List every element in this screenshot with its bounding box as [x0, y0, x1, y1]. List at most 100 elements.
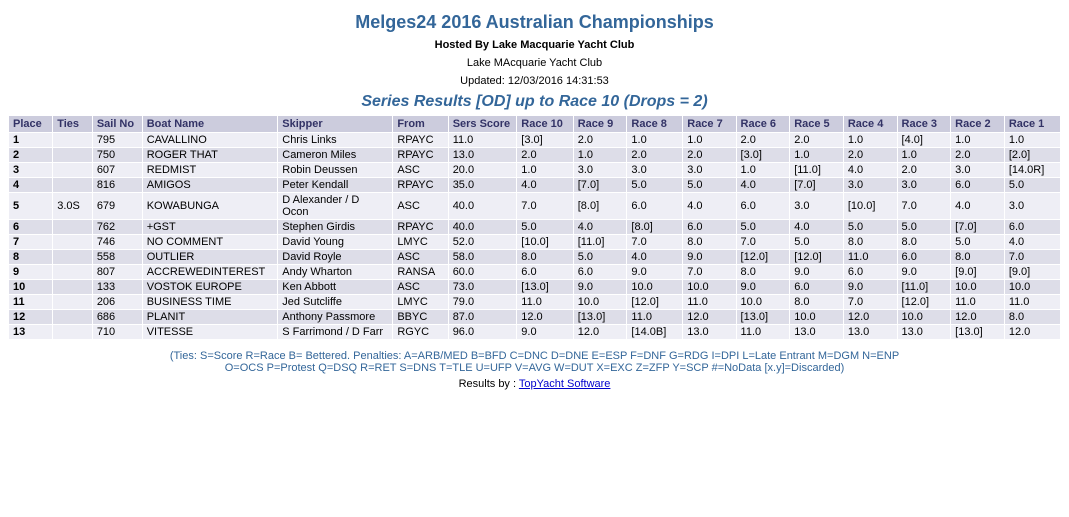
table-row: 53.0S679KOWABUNGAD Alexander / D OconASC…	[9, 193, 1061, 220]
table-cell: 10.0	[790, 310, 844, 325]
table-cell: [12.0]	[627, 295, 683, 310]
table-row: 10133VOSTOK EUROPEKen AbbottASC73.0[13.0…	[9, 280, 1061, 295]
table-cell: LMYC	[393, 235, 448, 250]
table-row: 12686PLANITAnthony PassmoreBBYC87.012.0[…	[9, 310, 1061, 325]
table-cell	[53, 280, 93, 295]
table-cell: 6.0	[843, 265, 897, 280]
table-cell: 6.0	[683, 220, 736, 235]
table-cell: 679	[92, 193, 142, 220]
table-cell: RPAYC	[393, 148, 448, 163]
table-cell: [10.0]	[843, 193, 897, 220]
table-cell: 5.0	[517, 220, 573, 235]
table-cell: [12.0]	[897, 295, 951, 310]
table-cell: 4.0	[627, 250, 683, 265]
table-cell: 4.0	[683, 193, 736, 220]
table-cell: 4	[9, 178, 53, 193]
table-cell: 10	[9, 280, 53, 295]
table-cell: 6.0	[627, 193, 683, 220]
table-cell: 79.0	[448, 295, 517, 310]
table-cell: 3.0	[1004, 193, 1060, 220]
table-cell: 8.0	[843, 235, 897, 250]
table-cell: OUTLIER	[142, 250, 278, 265]
table-cell: Andy Wharton	[278, 265, 393, 280]
table-cell: 1.0	[627, 133, 683, 148]
table-cell: [13.0]	[736, 310, 790, 325]
table-row: 4816AMIGOSPeter KendallRPAYC35.04.0[7.0]…	[9, 178, 1061, 193]
table-cell: 6.0	[951, 178, 1005, 193]
table-cell: [2.0]	[1004, 148, 1060, 163]
table-cell: 5.0	[683, 178, 736, 193]
table-cell: 10.0	[573, 295, 627, 310]
table-cell: 6.0	[897, 250, 951, 265]
column-header: Sail No	[92, 116, 142, 133]
table-cell: 11.0	[683, 295, 736, 310]
table-cell: 762	[92, 220, 142, 235]
column-header: Race 7	[683, 116, 736, 133]
table-cell: Ken Abbott	[278, 280, 393, 295]
table-cell: RPAYC	[393, 178, 448, 193]
table-cell: 5.0	[897, 220, 951, 235]
table-cell: 6.0	[573, 265, 627, 280]
table-cell: ROGER THAT	[142, 148, 278, 163]
table-cell: 8	[9, 250, 53, 265]
table-cell: [13.0]	[573, 310, 627, 325]
table-row: 9807ACCREWEDINTERESTAndy WhartonRANSA60.…	[9, 265, 1061, 280]
table-cell: 2.0	[843, 148, 897, 163]
table-cell: 9.0	[517, 325, 573, 340]
table-cell: 13.0	[843, 325, 897, 340]
table-cell: 2.0	[683, 148, 736, 163]
column-header: Race 4	[843, 116, 897, 133]
table-cell: 7.0	[843, 295, 897, 310]
table-cell: [7.0]	[790, 178, 844, 193]
table-cell: 9.0	[790, 265, 844, 280]
table-cell	[53, 310, 93, 325]
table-cell: 2.0	[790, 133, 844, 148]
table-cell	[53, 163, 93, 178]
table-cell: 6	[9, 220, 53, 235]
table-row: 13710VITESSES Farrimond / D FarrRGYC96.0…	[9, 325, 1061, 340]
table-cell: 1.0	[736, 163, 790, 178]
column-header: Boat Name	[142, 116, 278, 133]
table-cell: [3.0]	[517, 133, 573, 148]
table-cell: [7.0]	[951, 220, 1005, 235]
table-cell: Robin Deussen	[278, 163, 393, 178]
table-cell: 7.0	[683, 265, 736, 280]
table-cell: 13.0	[790, 325, 844, 340]
table-cell: 3	[9, 163, 53, 178]
table-cell: 4.0	[573, 220, 627, 235]
table-cell: [9.0]	[1004, 265, 1060, 280]
table-cell: ASC	[393, 280, 448, 295]
table-body: 1795CAVALLINOChris LinksRPAYC11.0[3.0]2.…	[9, 133, 1061, 340]
table-cell: RPAYC	[393, 220, 448, 235]
table-cell: 6.0	[1004, 220, 1060, 235]
table-cell: 2.0	[951, 148, 1005, 163]
table-cell: 816	[92, 178, 142, 193]
table-cell: 11.0	[843, 250, 897, 265]
table-cell: BUSINESS TIME	[142, 295, 278, 310]
topyacht-link[interactable]: TopYacht Software	[519, 378, 611, 390]
table-cell: 607	[92, 163, 142, 178]
table-cell: 58.0	[448, 250, 517, 265]
column-header: Race 6	[736, 116, 790, 133]
table-row: 7746NO COMMENTDavid YoungLMYC52.0[10.0][…	[9, 235, 1061, 250]
table-cell: VOSTOK EUROPE	[142, 280, 278, 295]
table-cell: [12.0]	[790, 250, 844, 265]
table-cell: 8.0	[683, 235, 736, 250]
table-cell: 807	[92, 265, 142, 280]
table-cell: 3.0	[573, 163, 627, 178]
table-cell: [14.0B]	[627, 325, 683, 340]
table-cell: 5.0	[736, 220, 790, 235]
table-cell: RANSA	[393, 265, 448, 280]
table-cell: 4.0	[517, 178, 573, 193]
column-header: Race 1	[1004, 116, 1060, 133]
table-cell: 686	[92, 310, 142, 325]
table-cell: 4.0	[736, 178, 790, 193]
table-cell: 5.0	[627, 178, 683, 193]
table-cell: 11	[9, 295, 53, 310]
table-cell	[53, 295, 93, 310]
column-header: Race 8	[627, 116, 683, 133]
table-cell: 5.0	[573, 250, 627, 265]
table-cell: PLANIT	[142, 310, 278, 325]
table-cell: 40.0	[448, 193, 517, 220]
table-cell: Chris Links	[278, 133, 393, 148]
